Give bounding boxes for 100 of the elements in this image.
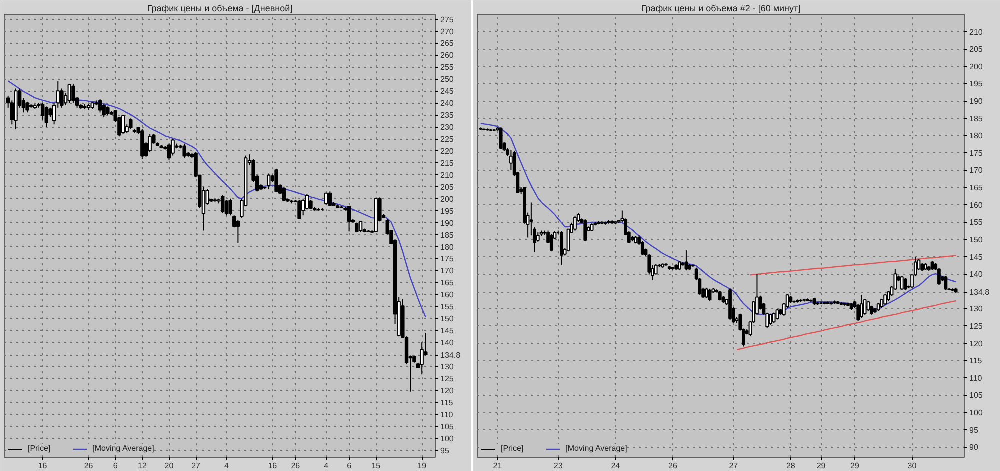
x-tick-label: 26 xyxy=(291,462,301,470)
y-tick-label: 90 xyxy=(970,443,979,452)
y-tick-label: 175 xyxy=(970,148,984,158)
y-tick-label: 235 xyxy=(440,111,454,120)
x-tick-label: 15 xyxy=(372,462,382,470)
y-tick-label: 215 xyxy=(440,158,454,168)
x-tick-label: 27 xyxy=(192,462,202,470)
x-tick-label: 6 xyxy=(113,462,118,470)
candlestick xyxy=(72,83,76,104)
candlestick xyxy=(904,278,908,291)
y-tick-label: 270 xyxy=(440,27,454,36)
y-tick-label: 115 xyxy=(970,356,983,366)
y-tick-label: 120 xyxy=(970,339,984,348)
x-tick-label: 20 xyxy=(164,462,174,470)
y-tick-label: 115 xyxy=(440,398,454,408)
y-tick-label: 140 xyxy=(440,338,454,348)
y-tick-label: 150 xyxy=(440,314,454,324)
x-tick-label: 16 xyxy=(38,462,48,470)
y-tick-label: 220 xyxy=(440,146,454,156)
candlestick xyxy=(355,222,359,233)
y-tick-label: 155 xyxy=(970,218,984,228)
y-tick-label: 205 xyxy=(440,182,454,192)
candlestick xyxy=(358,221,363,233)
x-tick-label: 26 xyxy=(84,462,94,470)
candlestick xyxy=(347,206,352,232)
x-tick-label: 16 xyxy=(268,462,278,470)
y-tick-label: 175 xyxy=(440,254,454,264)
y-tick-label: 265 xyxy=(440,39,454,48)
line-series xyxy=(750,255,957,276)
y-tick-label: 160 xyxy=(440,290,454,300)
y-tick-label: 120 xyxy=(440,386,454,396)
y-tick-label: 105 xyxy=(970,391,984,400)
y-tick-label: 260 xyxy=(440,51,454,60)
y-tick-label: 110 xyxy=(440,410,454,420)
x-tick-label: 23 xyxy=(554,462,564,470)
y-tick-label: 105 xyxy=(440,422,454,432)
candlestick xyxy=(267,173,271,190)
x-tick-label: 6 xyxy=(347,462,352,470)
candlestick xyxy=(884,294,887,306)
x-tick-label: 12 xyxy=(138,462,148,470)
candlestick xyxy=(221,194,225,214)
y-tick-label: 250 xyxy=(440,75,454,84)
candlestick xyxy=(102,104,106,118)
y-tick-label: 140 xyxy=(970,270,984,280)
candlestick xyxy=(182,143,186,159)
y-tick-label: 185 xyxy=(970,114,984,124)
x-tick-label: 27 xyxy=(729,462,739,470)
y-tick-label: 170 xyxy=(440,266,454,276)
candlestick xyxy=(68,83,72,104)
x-tick-label: 29 xyxy=(850,462,860,470)
x-tick-label: 19 xyxy=(418,462,428,470)
candlestick xyxy=(944,276,948,291)
candlestick xyxy=(769,313,772,326)
candlestick xyxy=(282,186,286,202)
y-tick-label: 95 xyxy=(440,446,450,456)
candlestick xyxy=(167,143,172,162)
candlestick xyxy=(860,294,864,319)
y-tick-label: 155 xyxy=(440,302,454,312)
x-tick-label: 24 xyxy=(611,462,621,470)
y-tick-label: 150 xyxy=(970,235,984,244)
candlestick xyxy=(704,287,708,299)
candlestick xyxy=(274,168,278,192)
line-series xyxy=(480,122,957,316)
y-tick-label: 100 xyxy=(440,434,454,444)
legend-label: [Price] xyxy=(501,444,524,453)
chart-title: График цены и объема - [Дневной] xyxy=(147,4,293,14)
candlestick xyxy=(772,312,776,324)
candlestick xyxy=(499,127,503,150)
candlestick xyxy=(866,300,870,312)
legend-label: [Moving Average] xyxy=(566,444,628,453)
y-tick-label: 245 xyxy=(440,87,454,96)
candlestick xyxy=(574,215,577,232)
candlestick xyxy=(148,134,152,153)
candlestick xyxy=(298,200,302,220)
y-tick-label: 125 xyxy=(440,374,454,384)
line-series xyxy=(736,300,957,350)
chart-title: График цены и объема #2 - [60 минут] xyxy=(641,4,801,14)
y-tick-label: 230 xyxy=(440,123,454,132)
x-tick-label: 4 xyxy=(324,462,330,470)
y-tick-label: 255 xyxy=(440,63,454,72)
y-tick-label: 134.8 xyxy=(440,351,462,360)
y-tick-label: 210 xyxy=(970,28,984,37)
y-tick-label: 200 xyxy=(440,194,454,204)
y-tick-label: 180 xyxy=(970,132,984,141)
y-tick-label: 145 xyxy=(970,252,984,262)
y-tick-label: 240 xyxy=(440,99,454,108)
y-tick-label: 125 xyxy=(970,322,984,331)
x-tick-label: 30 xyxy=(908,462,918,470)
candlestick xyxy=(228,198,232,216)
candlestick xyxy=(536,232,540,242)
y-tick-label: 130 xyxy=(970,304,984,314)
candlestick xyxy=(560,231,564,266)
y-tick-label: 190 xyxy=(440,218,454,228)
y-tick-label: 165 xyxy=(970,184,984,193)
y-tick-label: 170 xyxy=(970,166,984,176)
candlestick xyxy=(900,276,904,291)
candlestick xyxy=(584,218,588,242)
candlestick xyxy=(171,138,175,156)
candlestick xyxy=(938,268,941,286)
x-tick-label: 4 xyxy=(224,462,230,470)
